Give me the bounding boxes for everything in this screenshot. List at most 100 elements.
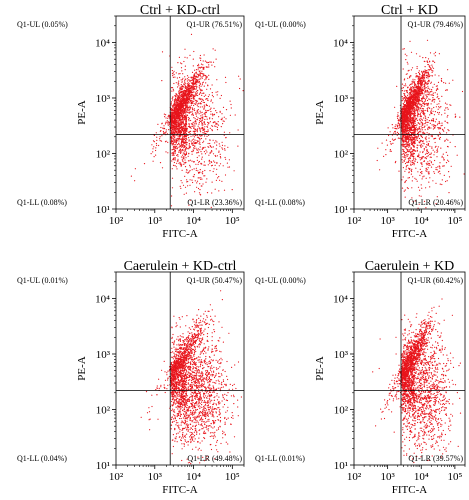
data-point (424, 103, 426, 105)
data-point (202, 147, 205, 149)
data-point (433, 114, 435, 116)
data-point (209, 118, 211, 120)
data-point (177, 117, 179, 119)
data-point (195, 94, 197, 96)
data-point (194, 69, 196, 71)
data-point (195, 93, 197, 95)
data-point (181, 141, 183, 143)
data-point (418, 110, 420, 112)
data-point (198, 86, 200, 88)
data-point (222, 106, 225, 108)
data-point (425, 177, 427, 179)
data-point (152, 140, 155, 142)
data-point (207, 98, 209, 100)
data-point (407, 105, 409, 107)
data-point (429, 52, 432, 54)
data-point (189, 159, 191, 161)
data-point (404, 122, 406, 124)
data-point (197, 67, 199, 69)
data-point (179, 96, 181, 98)
data-point (203, 151, 205, 153)
data-point (404, 158, 406, 160)
data-point (188, 148, 190, 150)
data-point (411, 180, 413, 182)
data-point (428, 98, 430, 100)
data-point (421, 75, 423, 78)
data-point (404, 96, 406, 99)
data-point (184, 108, 186, 111)
data-point (412, 110, 414, 112)
data-point (210, 206, 212, 208)
data-point (436, 169, 438, 171)
data-point (402, 146, 404, 148)
data-point (218, 176, 220, 178)
data-point (415, 139, 417, 141)
data-point (184, 65, 186, 67)
data-point (419, 107, 421, 109)
data-point (419, 80, 421, 82)
data-point (173, 158, 175, 160)
data-point (188, 123, 190, 125)
data-point (198, 78, 200, 80)
data-point (172, 76, 174, 78)
data-point (199, 120, 202, 122)
data-point (419, 123, 421, 125)
data-point (201, 66, 203, 68)
data-point (171, 116, 174, 119)
data-point (189, 145, 191, 148)
data-point (428, 164, 430, 166)
data-point (215, 155, 217, 157)
data-point (430, 135, 432, 137)
data-point (186, 89, 188, 91)
data-point (171, 105, 173, 107)
data-point (196, 159, 198, 161)
data-point (430, 109, 432, 111)
data-point (404, 104, 406, 106)
data-point (421, 93, 423, 95)
data-point (178, 90, 180, 92)
data-point (189, 199, 191, 201)
data-point (224, 174, 227, 176)
data-point (171, 160, 173, 162)
data-point (187, 96, 189, 98)
data-point (192, 112, 194, 114)
data-point (171, 123, 173, 125)
data-point (448, 160, 450, 162)
data-point (428, 172, 430, 174)
data-point (426, 96, 428, 98)
data-point (187, 160, 190, 162)
data-point (196, 73, 198, 75)
data-point (425, 82, 427, 84)
data-point (417, 104, 419, 106)
data-point (175, 131, 177, 133)
data-point (211, 150, 213, 152)
data-point (412, 86, 414, 88)
data-point (422, 150, 424, 153)
data-point (427, 121, 429, 123)
data-point (155, 142, 157, 145)
data-point (405, 85, 407, 87)
data-point (219, 110, 221, 112)
data-point (213, 168, 215, 170)
data-point (177, 83, 179, 85)
data-point (196, 182, 198, 184)
data-point (188, 120, 190, 122)
data-point (188, 89, 190, 92)
data-point (426, 169, 428, 171)
data-point (447, 114, 449, 117)
data-point (403, 97, 405, 99)
data-point (155, 147, 157, 149)
data-point (171, 112, 173, 114)
data-point (194, 191, 196, 193)
data-point (420, 171, 422, 174)
data-point (220, 126, 222, 128)
data-point (205, 82, 207, 84)
data-point (231, 189, 233, 191)
data-point (176, 96, 178, 98)
data-point (193, 125, 195, 127)
data-point (183, 95, 185, 97)
data-point (181, 109, 183, 111)
data-point (428, 79, 430, 81)
data-point (440, 106, 442, 108)
